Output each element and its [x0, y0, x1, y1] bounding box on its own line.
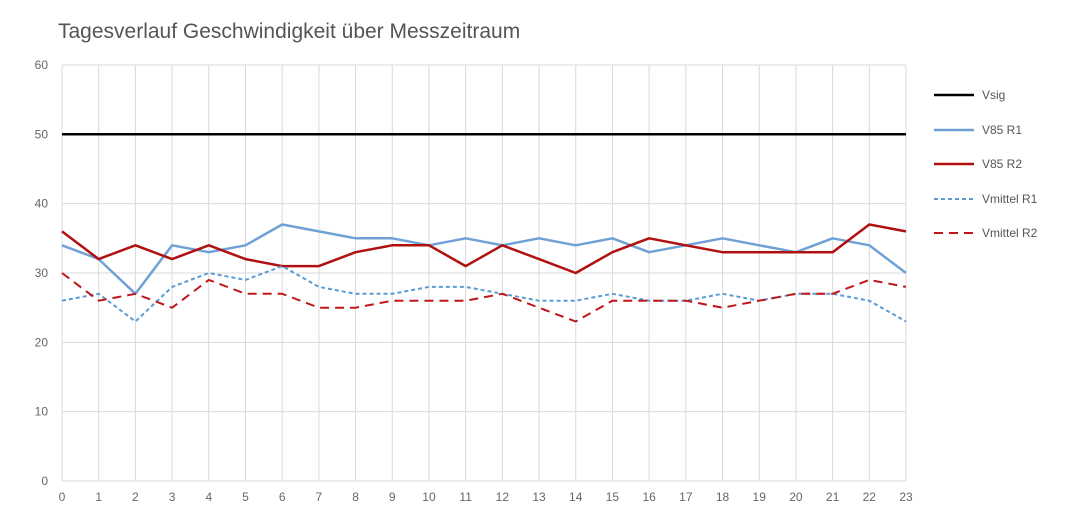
- y-tick-label: 50: [35, 127, 49, 141]
- legend-item-vmittel-r1: Vmittel R1: [932, 182, 1037, 217]
- x-tick-label: 3: [169, 490, 176, 504]
- legend-label: Vsig: [982, 88, 1006, 103]
- x-tick-label: 13: [532, 490, 546, 504]
- x-tick-label: 9: [389, 490, 396, 504]
- chart-legend: Vsig V85 R1 V85 R2 Vmittel R1 Vmittel R2: [932, 78, 1037, 251]
- legend-swatch: [934, 128, 974, 131]
- x-tick-label: 16: [642, 490, 656, 504]
- x-tick-label: 18: [716, 490, 730, 504]
- legend-swatch: [934, 163, 974, 166]
- x-tick-label: 22: [863, 490, 877, 504]
- series-line-vmittel-r2: [61, 272, 907, 323]
- series-line-v85-r2: [61, 223, 907, 275]
- legend-label: Vmittel R2: [982, 226, 1038, 241]
- legend-swatch: [934, 94, 974, 97]
- y-tick-label: 20: [35, 335, 49, 349]
- legend-item-vsig: Vsig: [932, 78, 1037, 113]
- legend-swatch: [934, 232, 974, 235]
- legend-item-v85-r1: V85 R1: [932, 113, 1037, 148]
- y-tick-label: 30: [35, 266, 49, 280]
- legend-label: V85 R1: [982, 122, 1023, 137]
- x-tick-label: 14: [569, 490, 583, 504]
- x-tick-label: 7: [316, 490, 323, 504]
- legend-swatch: [934, 197, 974, 200]
- x-tick-label: 2: [132, 490, 139, 504]
- chart-title: Tagesverlauf Geschwindigkeit über Messze…: [58, 20, 521, 43]
- x-tick-label: 23: [899, 490, 913, 504]
- x-tick-label: 4: [205, 490, 212, 504]
- y-tick-label: 0: [41, 474, 48, 488]
- x-tick-label: 11: [459, 490, 472, 504]
- x-tick-label: 15: [606, 490, 620, 504]
- x-tick-label: 0: [59, 490, 66, 504]
- series-line-vmittel-r1: [61, 265, 907, 323]
- x-tick-label: 8: [352, 490, 359, 504]
- legend-item-v85-r2: V85 R2: [932, 147, 1037, 182]
- x-tick-label: 20: [789, 490, 803, 504]
- x-tick-label: 6: [279, 490, 286, 504]
- legend-item-vmittel-r2: Vmittel R2: [932, 216, 1037, 251]
- legend-label: Vmittel R1: [982, 191, 1038, 206]
- series-line-v85-r1: [61, 223, 907, 296]
- x-tick-label: 5: [242, 490, 249, 504]
- y-tick-label: 40: [35, 197, 49, 211]
- x-tick-label: 19: [753, 490, 767, 504]
- x-tick-label: 17: [679, 490, 693, 504]
- x-tick-label: 12: [496, 490, 510, 504]
- legend-label: V85 R2: [982, 157, 1023, 172]
- y-tick-label: 60: [35, 58, 49, 72]
- x-tick-label: 21: [826, 490, 840, 504]
- y-tick-label: 10: [35, 405, 49, 419]
- x-tick-label: 10: [422, 490, 436, 504]
- x-tick-label: 1: [95, 490, 102, 504]
